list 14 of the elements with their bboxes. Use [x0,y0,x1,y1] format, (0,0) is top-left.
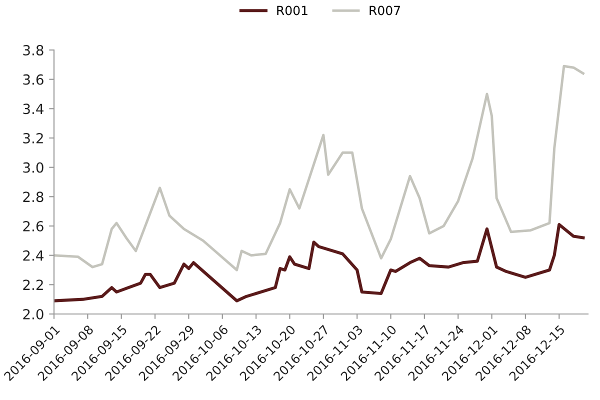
y-tick-label: 3.6 [23,74,44,85]
y-tick-label: 3.0 [23,162,44,173]
legend-label: R007 [370,6,400,16]
y-tick-label: 2.0 [23,308,44,320]
line-series [54,64,584,272]
y-tick-label: 2.8 [23,192,44,202]
y-tick-label: 2.2 [23,280,43,290]
y-tick-label: 3.8 [23,44,44,56]
y-tick-label: 2.6 [23,220,44,232]
y-tick-label: 3.2 [23,132,43,144]
y-tick-label: 3.4 [23,104,44,114]
y-tick-label: 2.4 [23,250,44,261]
line-series [54,223,585,302]
legend-label: R001 [277,6,308,16]
